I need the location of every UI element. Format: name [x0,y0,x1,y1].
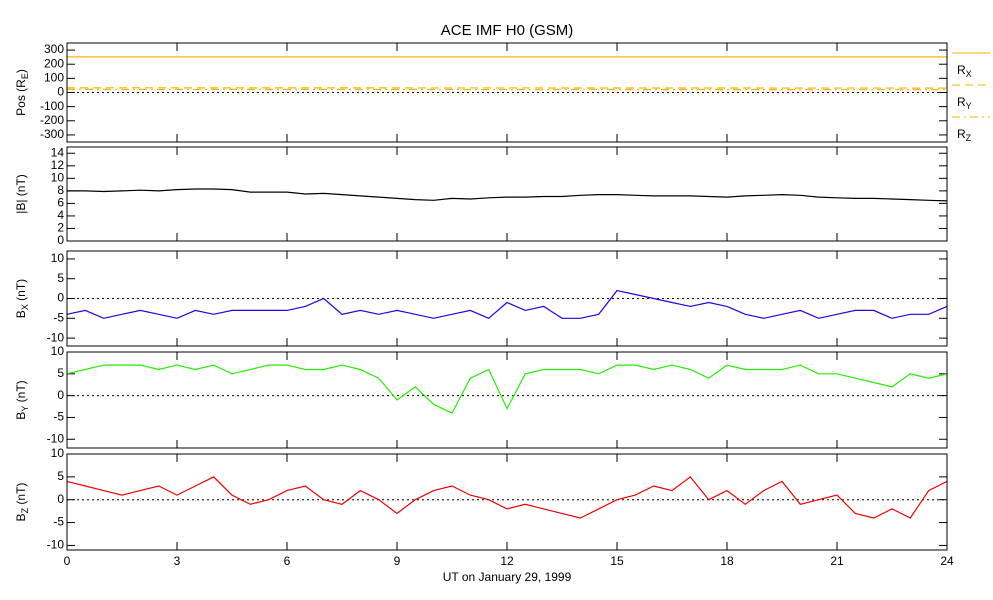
y-axis-label-part: B [14,310,28,318]
y-tick-label: -100 [40,99,64,113]
y-axis-label-part: E [20,73,30,79]
y-axis-label: BY (nT) [14,380,30,419]
y-tick-label: -5 [53,410,64,424]
x-tick-label: 15 [610,554,624,568]
data-line [66,364,948,414]
plot-frame [66,351,948,449]
y-tick-label: 10 [51,171,65,185]
y-tick-label: 10 [51,251,65,265]
y-tick-label: 0 [57,233,64,247]
y-axis-label-part: ) [14,69,28,73]
x-tick-label: 3 [174,554,181,568]
legend-label: RY [957,95,972,111]
y-axis-label-part: Z [20,507,30,513]
plot-frame [66,250,948,347]
data-line [66,289,948,319]
plot-frame [66,453,948,551]
y-tick-label: 200 [44,56,64,70]
y-axis-label-part: (nT) [14,279,28,304]
y-tick-label: 0 [57,492,64,506]
y-axis-label-part: (nT) [14,483,28,508]
y-tick-label: 0 [57,85,64,99]
x-tick-label: 18 [720,554,734,568]
y-tick-label: 5 [57,366,64,380]
y-tick-label: 5 [57,271,64,285]
y-tick-label: 2 [57,221,64,235]
y-tick-label: 8 [57,183,64,197]
y-tick-label: 10 [51,344,65,358]
x-tick-label: 9 [394,554,401,568]
y-tick-label: 10 [51,446,65,460]
data-line [67,188,948,202]
y-axis-label: BZ (nT) [14,483,30,522]
plot-frame [66,42,948,143]
y-tick-label: -10 [47,431,65,445]
y-tick-label: 0 [57,291,64,305]
legend-label: RX [957,63,972,79]
y-axis-label-part: B [14,412,28,420]
y-tick-label: 14 [51,145,65,159]
y-tick-label: -10 [47,330,65,344]
y-tick-label: -200 [40,113,64,127]
x-tick-label: 12 [500,554,514,568]
data-line [66,476,948,519]
y-tick-label: 100 [44,71,64,85]
x-tick-label: 21 [830,554,844,568]
y-axis-label: BX (nT) [14,279,30,318]
chart-title: ACE IMF H0 (GSM) [441,22,574,39]
y-axis-label-part: Pos (R [14,79,28,116]
x-tick-label: 24 [940,554,954,568]
x-tick-label: 0 [64,554,71,568]
y-axis-label-part: |B| (nT) [14,174,28,214]
y-tick-label: 5 [57,469,64,483]
y-axis-label-part: Y [20,406,30,412]
y-tick-label: 0 [57,388,64,402]
y-tick-label: 6 [57,196,64,210]
x-axis-label: UT on January 29, 1999 [443,570,572,584]
y-tick-label: -5 [53,310,64,324]
y-tick-label: -300 [40,127,64,141]
y-axis-label-part: B [14,513,28,521]
y-tick-label: 4 [57,208,64,222]
y-axis-label-part: (nT) [14,380,28,405]
y-tick-label: 300 [44,42,64,56]
plot-frame [66,146,948,242]
x-tick-label: 6 [284,554,291,568]
y-tick-label: 12 [51,158,65,172]
legend-label: RZ [957,127,972,143]
y-tick-label: -10 [47,538,65,552]
y-axis-label: |B| (nT) [14,174,28,214]
y-axis-label-part: X [20,304,30,310]
y-axis-label: Pos (RE) [14,69,30,116]
y-tick-label: -5 [53,515,64,529]
